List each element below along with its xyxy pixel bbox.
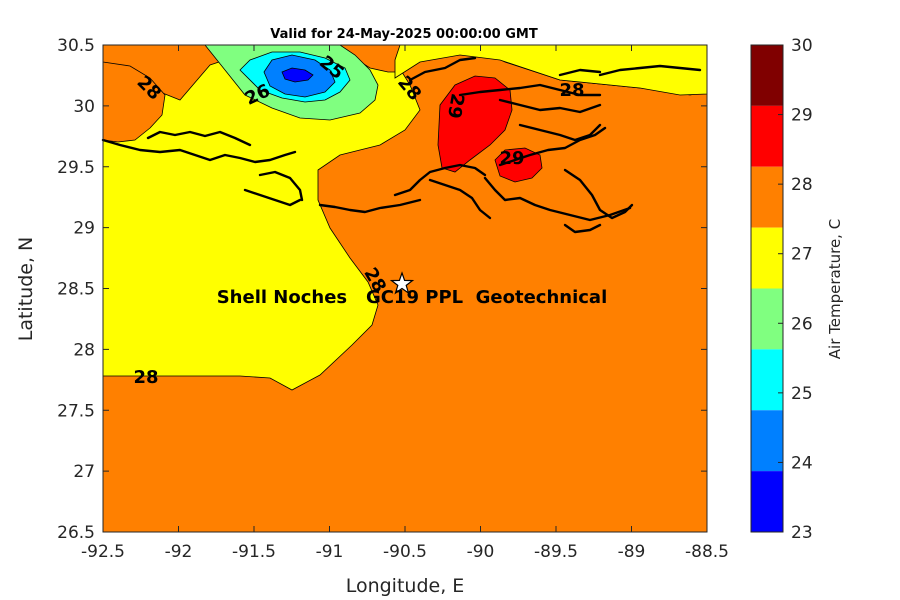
x-tick-label: -92.5 [81, 542, 125, 562]
contour-label: 28 [559, 80, 584, 101]
x-tick-label: -89 [618, 542, 646, 562]
colorbar-tick-label: 29 [791, 106, 813, 126]
y-axis-label: Latitude, N [15, 237, 37, 342]
y-tick-label: 28 [73, 340, 95, 360]
colorbar-segment [751, 227, 783, 289]
contour-label: 28 [133, 367, 158, 388]
colorbar-segment [751, 410, 783, 472]
colorbar-segment [751, 105, 783, 167]
y-tick-label: 29.5 [57, 158, 95, 178]
colorbar-tick-label: 27 [791, 245, 813, 265]
contour-label: 29 [499, 148, 524, 169]
colorbar-segment [751, 166, 783, 228]
y-axis-ticks: 30.5 30 29.5 29 28.5 28 27.5 27 26.5 [57, 36, 707, 543]
y-tick-label: 28.5 [57, 280, 95, 300]
colorbar-segment [751, 288, 783, 350]
colorbar-segment [751, 349, 783, 411]
y-tick-label: 27.5 [57, 401, 95, 421]
temperature-region-red-2 [494, 147, 543, 183]
temperature-region-darkblue [281, 67, 314, 83]
y-tick-label: 26.5 [57, 523, 95, 543]
x-axis-ticks: -92.5 -92 -91.5 -91 -90.5 -90 -89.5 -89 -88.5 [81, 45, 729, 562]
y-tick-label: 29 [73, 219, 95, 239]
colorbar-tick-label: 23 [791, 523, 813, 543]
colorbar-tick-label: 25 [791, 384, 813, 404]
colorbar-label: Air Temperature, C [826, 219, 844, 359]
y-tick-label: 30.5 [57, 36, 95, 56]
x-tick-label: -91.5 [232, 542, 276, 562]
colorbar-tick-label: 24 [791, 453, 813, 473]
colorbar-tick-label: 30 [791, 36, 813, 56]
x-tick-label: -89.5 [534, 542, 578, 562]
site-star-marker [389, 271, 415, 295]
contour-label: 29 [443, 92, 468, 120]
x-tick-label: -92 [165, 542, 193, 562]
x-tick-label: -91 [316, 542, 344, 562]
coastline [101, 56, 702, 234]
colorbar: 30 29 28 27 26 25 24 23 [750, 36, 813, 543]
figure-title: Valid for 24-May-2025 00:00:00 GMT [270, 27, 538, 42]
colorbar-segment [751, 471, 783, 532]
x-tick-label: -90.5 [383, 542, 427, 562]
x-axis-label: Longitude, E [346, 575, 465, 597]
colorbar-tick-label: 26 [791, 314, 813, 334]
y-tick-label: 30 [73, 97, 95, 117]
site-label: Shell Noches GC19 PPL Geotechnical [217, 287, 608, 308]
x-tick-label: -90 [467, 542, 495, 562]
y-tick-label: 27 [73, 462, 95, 482]
colorbar-frame [750, 44, 784, 533]
colorbar-segment [751, 45, 783, 106]
x-tick-label: -88.5 [685, 542, 729, 562]
colorbar-tick-label: 28 [791, 175, 813, 195]
